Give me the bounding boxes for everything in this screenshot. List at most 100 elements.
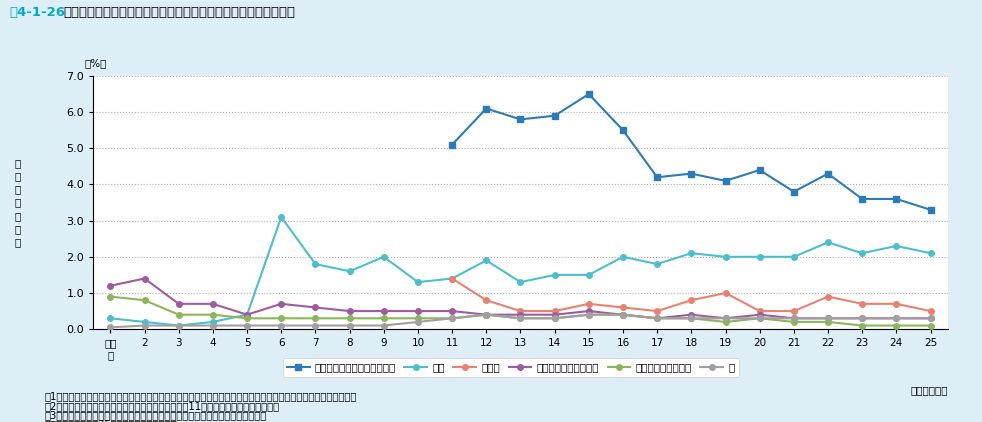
テトラクロロエチレン bbox=[412, 308, 424, 314]
トリクロロエチレン bbox=[925, 323, 937, 328]
テトラクロロエチレン bbox=[173, 301, 185, 306]
砒素 bbox=[515, 280, 526, 285]
硝酸性窒素及び亜硝酸性窒素 bbox=[788, 189, 799, 194]
Text: （%）: （%） bbox=[84, 58, 107, 68]
鉛 bbox=[378, 323, 390, 328]
硝酸性窒素及び亜硝酸性窒素 bbox=[515, 117, 526, 122]
トリクロロエチレン bbox=[891, 323, 902, 328]
Text: 注1：超過数とは、測定当時の基準を超過した井戸の数であり、超過率とは、調査数に対する超過数の割合である。: 注1：超過数とは、測定当時の基準を超過した井戸の数であり、超過率とは、調査数に対… bbox=[44, 392, 356, 402]
Text: 2：硝酸性窒素及び亜硝酸性窒素、ふっ素は、平成11年に環境基準に追加された。: 2：硝酸性窒素及び亜硝酸性窒素、ふっ素は、平成11年に環境基準に追加された。 bbox=[44, 401, 279, 411]
鉛 bbox=[275, 323, 287, 328]
テトラクロロエチレン bbox=[378, 308, 390, 314]
ふっ素 bbox=[651, 308, 663, 314]
トリクロロエチレン bbox=[515, 316, 526, 321]
テトラクロロエチレン bbox=[754, 312, 766, 317]
テトラクロロエチレン bbox=[242, 312, 253, 317]
砒素 bbox=[242, 312, 253, 317]
鉛 bbox=[651, 316, 663, 321]
トリクロロエチレン bbox=[583, 312, 595, 317]
ふっ素 bbox=[891, 301, 902, 306]
砒素 bbox=[173, 323, 185, 328]
砒素 bbox=[617, 254, 628, 260]
テトラクロロエチレン bbox=[104, 283, 116, 288]
テトラクロロエチレン bbox=[822, 316, 834, 321]
トリクロロエチレン bbox=[344, 316, 355, 321]
鉛 bbox=[925, 316, 937, 321]
ふっ素 bbox=[754, 308, 766, 314]
鉛 bbox=[822, 316, 834, 321]
Line: ふっ素: ふっ素 bbox=[450, 276, 933, 314]
トリクロロエチレン bbox=[549, 316, 561, 321]
鉛 bbox=[583, 312, 595, 317]
トリクロロエチレン bbox=[446, 316, 458, 321]
テトラクロロエチレン bbox=[583, 308, 595, 314]
砒素 bbox=[138, 319, 150, 325]
Line: 硝酸性窒素及び亜硝酸性窒素: 硝酸性窒素及び亜硝酸性窒素 bbox=[449, 91, 934, 213]
テトラクロロエチレン bbox=[138, 276, 150, 281]
硝酸性窒素及び亜硝酸性窒素 bbox=[720, 179, 732, 184]
鉛 bbox=[617, 312, 628, 317]
鉛 bbox=[891, 316, 902, 321]
ふっ素 bbox=[583, 301, 595, 306]
トリクロロエチレン bbox=[104, 294, 116, 299]
砒素 bbox=[651, 262, 663, 267]
トリクロロエチレン bbox=[856, 323, 868, 328]
テトラクロロエチレン bbox=[788, 316, 799, 321]
トリクロロエチレン bbox=[138, 298, 150, 303]
テトラクロロエチレン bbox=[515, 312, 526, 317]
Text: 図4-1-26: 図4-1-26 bbox=[10, 6, 66, 19]
トリクロロエチレン bbox=[207, 312, 219, 317]
ふっ素 bbox=[480, 298, 492, 303]
鉛 bbox=[720, 316, 732, 321]
Line: トリクロロエチレン: トリクロロエチレン bbox=[108, 294, 933, 328]
トリクロロエチレン bbox=[617, 312, 628, 317]
ふっ素 bbox=[515, 308, 526, 314]
砒素 bbox=[720, 254, 732, 260]
テトラクロロエチレン bbox=[549, 312, 561, 317]
砒素 bbox=[309, 262, 321, 267]
鉛 bbox=[856, 316, 868, 321]
Line: 砒素: 砒素 bbox=[108, 214, 933, 328]
トリクロロエチレン bbox=[822, 319, 834, 325]
鉛 bbox=[207, 323, 219, 328]
テトラクロロエチレン bbox=[617, 312, 628, 317]
砒素 bbox=[104, 316, 116, 321]
テトラクロロエチレン bbox=[685, 312, 697, 317]
砒素 bbox=[549, 272, 561, 277]
硝酸性窒素及び亜硝酸性窒素 bbox=[925, 207, 937, 212]
Legend: 硝酸性窒素及び亜硝酸性窒素, 砒素, ふっ素, テトラクロロエチレン, トリクロロエチレン, 鉛: 硝酸性窒素及び亜硝酸性窒素, 砒素, ふっ素, テトラクロロエチレン, トリクロ… bbox=[283, 358, 738, 377]
砒素 bbox=[685, 251, 697, 256]
鉛 bbox=[412, 319, 424, 325]
鉛 bbox=[446, 316, 458, 321]
ふっ素 bbox=[549, 308, 561, 314]
砒素 bbox=[822, 240, 834, 245]
トリクロロエチレン bbox=[378, 316, 390, 321]
ふっ素 bbox=[446, 276, 458, 281]
Line: 鉛: 鉛 bbox=[108, 312, 933, 330]
ふっ素 bbox=[822, 294, 834, 299]
ふっ素 bbox=[685, 298, 697, 303]
トリクロロエチレン bbox=[412, 316, 424, 321]
テトラクロロエチレン bbox=[275, 301, 287, 306]
硝酸性窒素及び亜硝酸性窒素 bbox=[856, 196, 868, 201]
トリクロロエチレン bbox=[173, 312, 185, 317]
テトラクロロエチレン bbox=[446, 308, 458, 314]
Text: 3：このグラフは環境基準超過本数が比較的多かった項目のみ対象としている。: 3：このグラフは環境基準超過本数が比較的多かった項目のみ対象としている。 bbox=[44, 410, 266, 420]
鉛 bbox=[242, 323, 253, 328]
ふっ素 bbox=[788, 308, 799, 314]
硝酸性窒素及び亜硝酸性窒素 bbox=[754, 168, 766, 173]
硝酸性窒素及び亜硝酸性窒素 bbox=[685, 171, 697, 176]
テトラクロロエチレン bbox=[720, 316, 732, 321]
鉛 bbox=[480, 312, 492, 317]
鉛 bbox=[788, 316, 799, 321]
硝酸性窒素及び亜硝酸性窒素 bbox=[549, 113, 561, 118]
ふっ素 bbox=[720, 290, 732, 295]
ふっ素 bbox=[617, 305, 628, 310]
Text: 地下水の水質汚濁に係る環境基準の超過率（概況調査）の推移: 地下水の水質汚濁に係る環境基準の超過率（概況調査）の推移 bbox=[64, 6, 296, 19]
Text: 環
境
基
準
超
過
率: 環 境 基 準 超 過 率 bbox=[15, 158, 21, 247]
テトラクロロエチレン bbox=[925, 316, 937, 321]
硝酸性窒素及び亜硝酸性窒素 bbox=[617, 128, 628, 133]
ふっ素 bbox=[925, 308, 937, 314]
トリクロロエチレン bbox=[685, 316, 697, 321]
テトラクロロエチレン bbox=[856, 316, 868, 321]
